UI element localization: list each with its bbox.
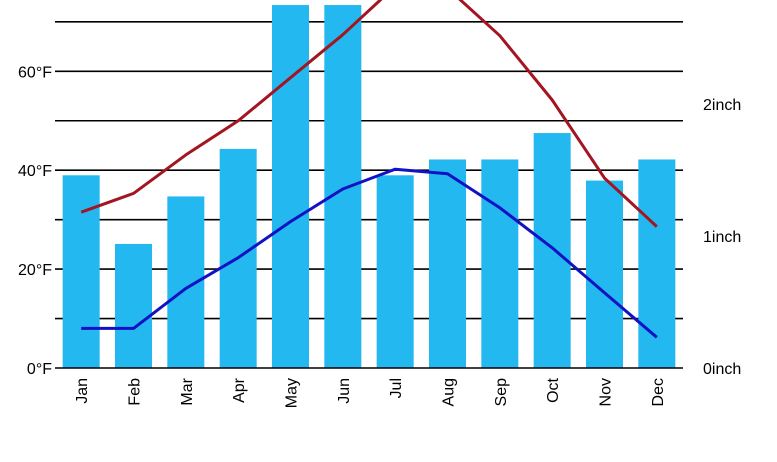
- gridlines: [55, 21, 683, 320]
- tick-labels: 0°F 20°F 40°F 60°F 0inch 1inch 2inch Jan Feb Mar A…: [18, 64, 741, 408]
- x-tick-label-nov: Nov: [598, 378, 615, 406]
- x-tick-label-jun: Jun: [336, 378, 353, 404]
- left-tick-label: 60°F: [18, 64, 52, 81]
- lines: [80, 0, 658, 339]
- x-tick-label-may: May: [284, 378, 301, 408]
- left-tick-label: 20°F: [18, 262, 52, 279]
- x-tick-label-apr: Apr: [231, 377, 248, 403]
- bar-jan: [62, 175, 100, 368]
- bar-feb: [115, 243, 152, 368]
- bar-aug: [429, 159, 466, 368]
- bar-oct: [533, 133, 571, 368]
- right-tick-label: 2inch: [703, 97, 741, 114]
- line-series-1: [80, 0, 658, 228]
- x-tick-label-jul: Jul: [388, 378, 405, 398]
- left-tick-label: 40°F: [18, 163, 52, 180]
- left-tick-label: 0°F: [27, 361, 52, 378]
- x-tick-label-aug: Aug: [441, 378, 458, 406]
- bar-jul: [376, 175, 414, 368]
- bar-dec: [638, 159, 676, 368]
- bar-sep: [481, 159, 519, 368]
- x-tick-label-oct: Oct: [545, 377, 562, 402]
- x-tick-label-dec: Dec: [650, 378, 667, 406]
- bar-may: [272, 5, 309, 369]
- bar-nov: [586, 180, 623, 368]
- bar-jun: [324, 5, 362, 369]
- x-tick-label-mar: Mar: [179, 377, 196, 405]
- x-tick-label-jan: Jan: [74, 378, 91, 404]
- right-tick-label: 0inch: [703, 361, 741, 378]
- line-series-2: [81, 167, 658, 339]
- x-tick-label-sep: Sep: [493, 378, 510, 407]
- right-tick-label: 1inch: [703, 229, 741, 246]
- x-tick-label-feb: Feb: [127, 378, 144, 406]
